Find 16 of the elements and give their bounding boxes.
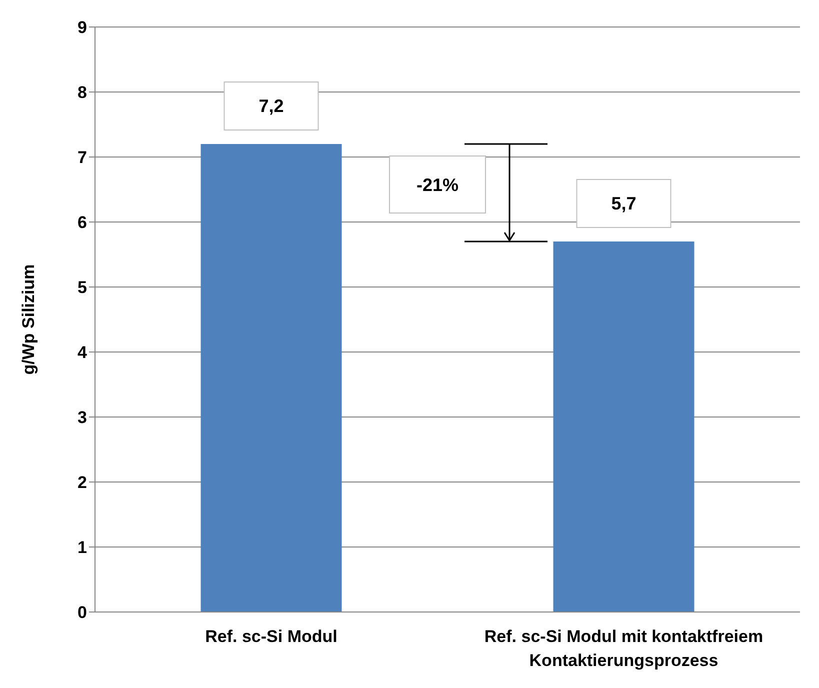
data-label: 5,7 xyxy=(611,194,636,214)
y-tick-label: 9 xyxy=(78,18,87,38)
x-tick-label: Ref. sc-Si Modul xyxy=(205,627,338,646)
y-tick-label: 1 xyxy=(78,538,87,558)
y-tick-label: 8 xyxy=(78,83,87,102)
y-tick-label: 3 xyxy=(78,408,87,428)
y-tick-label: 0 xyxy=(78,603,87,622)
y-tick-label: 6 xyxy=(78,213,87,232)
x-tick-label: Ref. sc-Si Modul mit kontaktfreiem Kontaktierungsprozess xyxy=(484,627,764,670)
y-tick-label: 5 xyxy=(78,278,87,298)
annotation: -21% xyxy=(416,175,459,195)
data-label: 7,2 xyxy=(258,96,284,116)
y-axis-title: g/Wp Silizium xyxy=(19,264,38,375)
y-tick-label: 2 xyxy=(78,473,87,492)
y-tick-label: 7 xyxy=(78,148,87,168)
y-tick-label: 4 xyxy=(78,343,88,362)
